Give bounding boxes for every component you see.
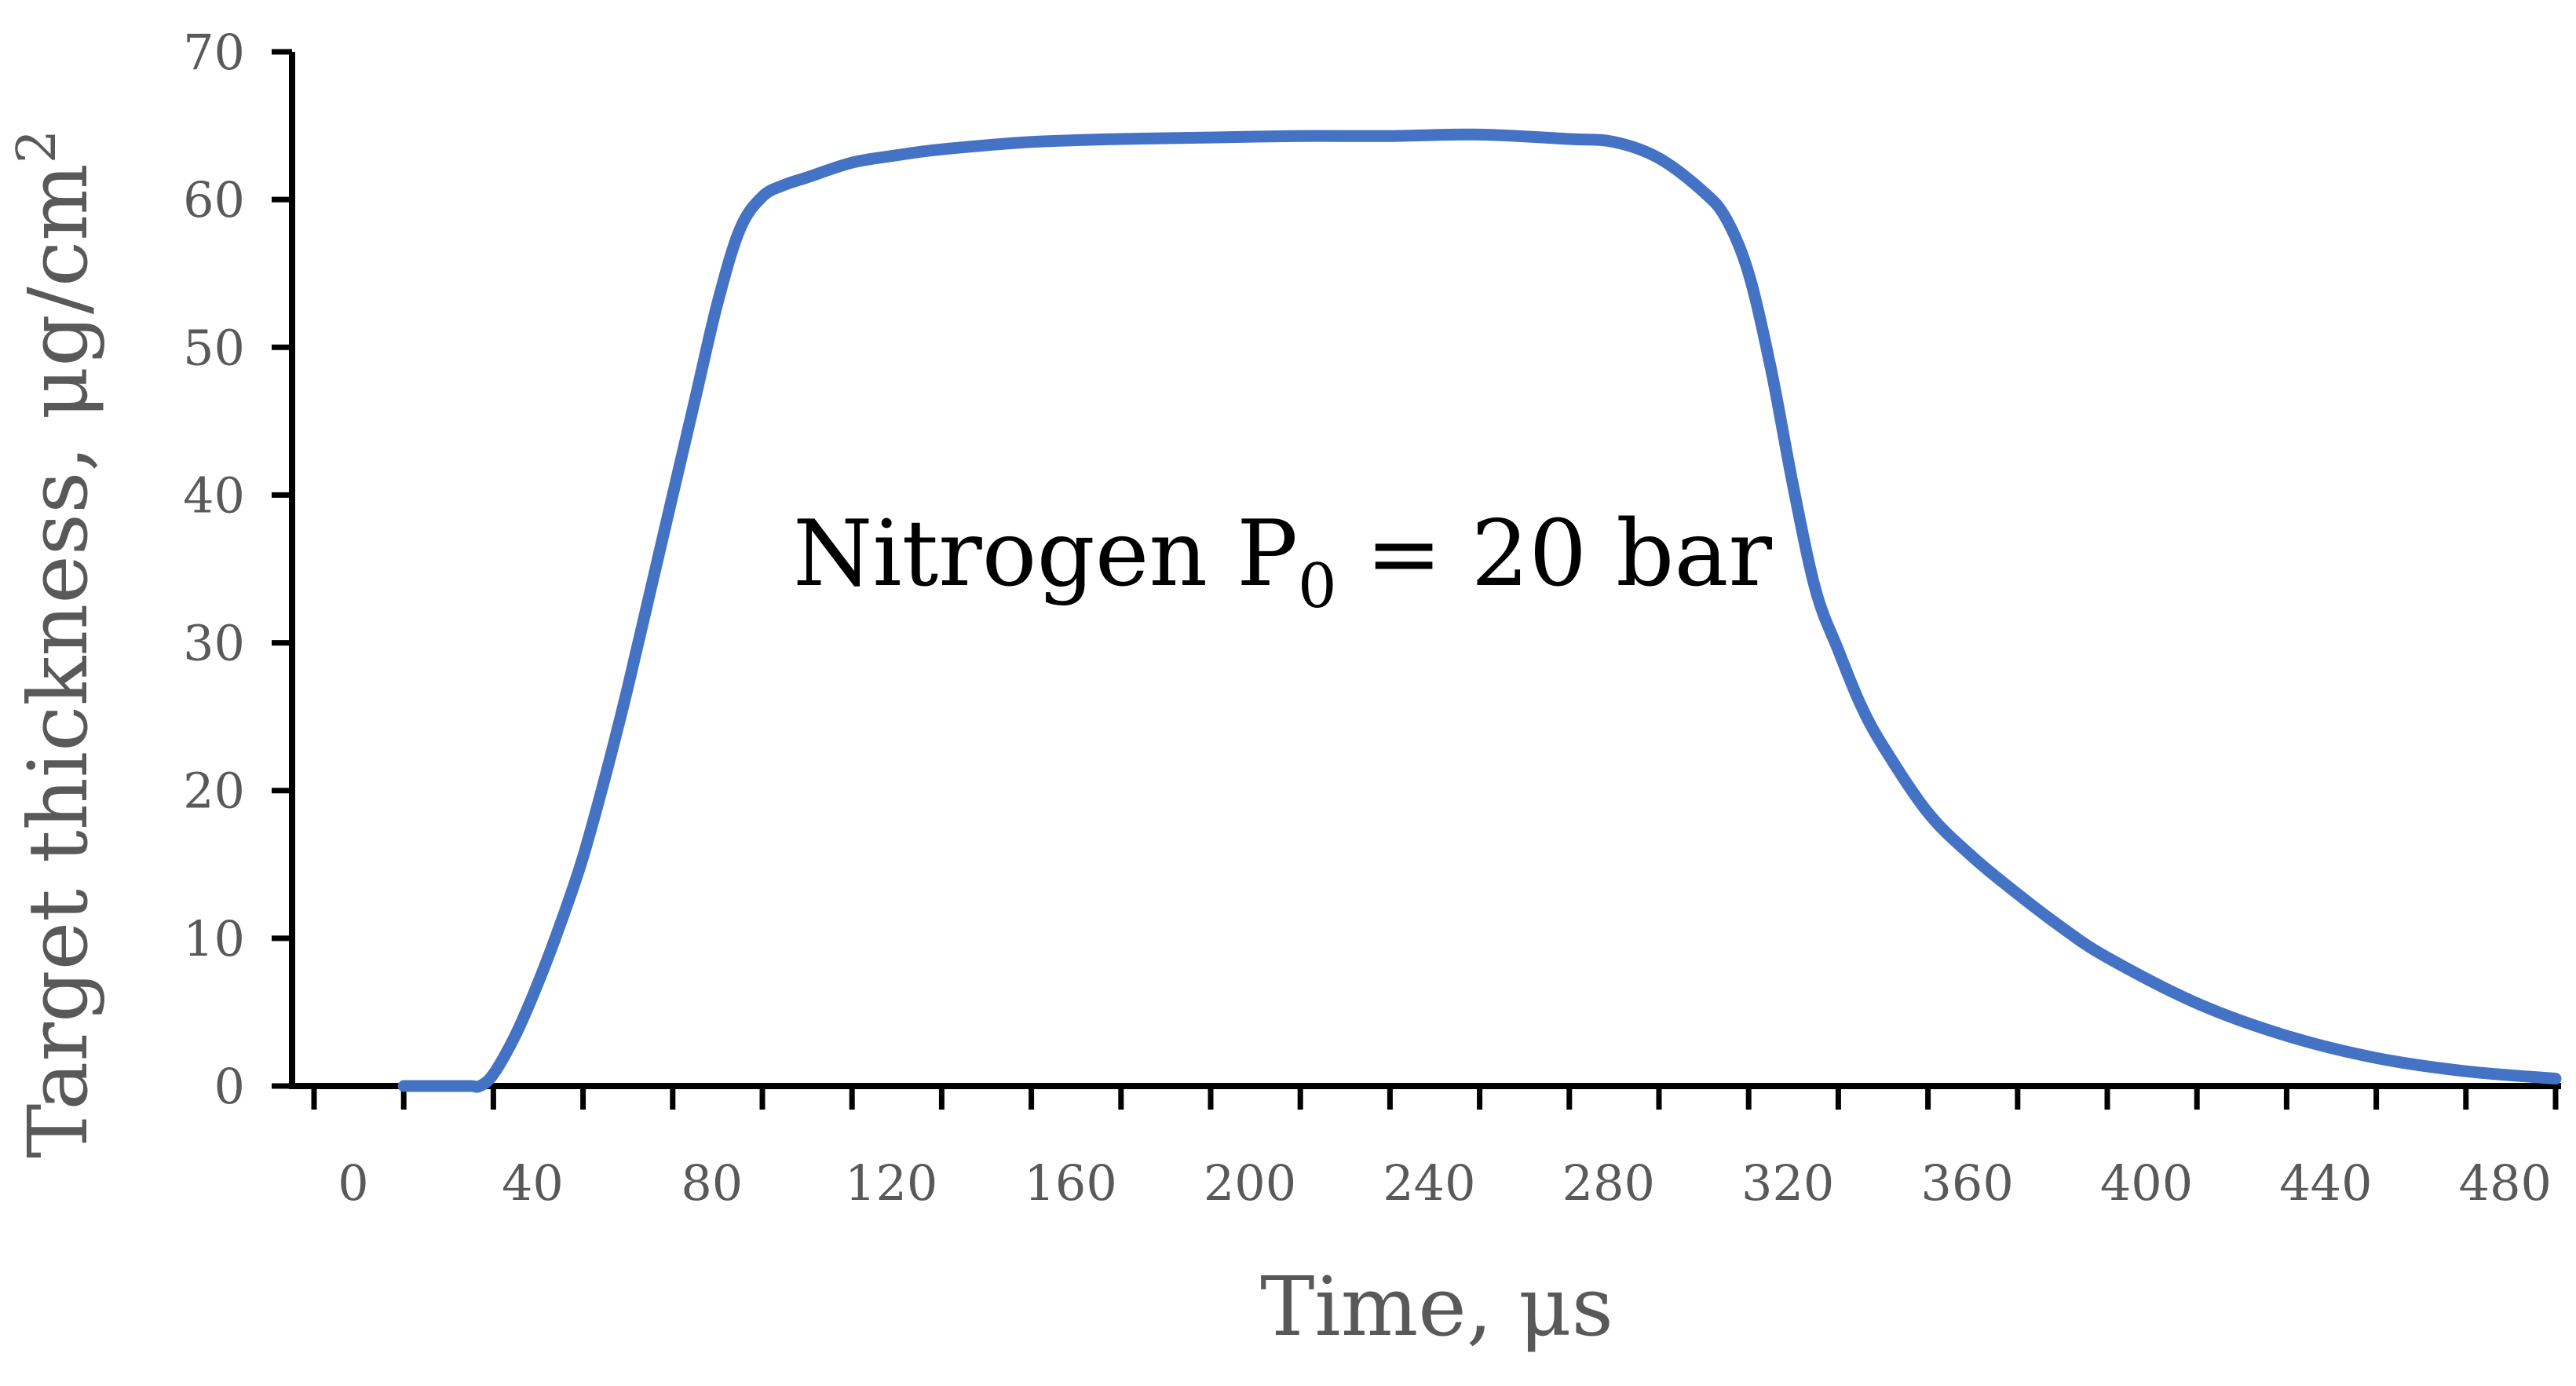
x-tick-label: 160 <box>1024 1154 1116 1212</box>
x-tick-label: 80 <box>681 1154 743 1212</box>
x-tick-label: 40 <box>502 1154 564 1212</box>
x-axis-title: Time, μs <box>1260 1259 1613 1355</box>
y-tick-label: 60 <box>183 171 245 229</box>
x-tick-label: 200 <box>1204 1154 1296 1212</box>
y-tick-label: 70 <box>183 24 245 81</box>
y-tick-label: 50 <box>183 319 245 376</box>
x-tick-label: 240 <box>1383 1154 1475 1212</box>
x-tick-label: 320 <box>1741 1154 1834 1212</box>
x-tick-label: 360 <box>1920 1154 2013 1212</box>
y-tick-label: 30 <box>183 615 245 672</box>
annotation-main: Nitrogen P <box>793 501 1298 607</box>
x-axis-tick-labels: 0 40 80 120 160 200 240 280 320 360 400 440 480 <box>338 1154 2552 1212</box>
annotation-subscript: 0 <box>1298 551 1337 622</box>
x-tick-label: 400 <box>2100 1154 2193 1212</box>
x-tick-label: 280 <box>1562 1154 1655 1212</box>
y-axis-tick-labels: 0 10 20 30 40 50 60 70 <box>183 24 245 1115</box>
y-axis-title: Target thickness, μg/cm2 <box>6 130 106 1158</box>
y-axis-title-superscript: 2 <box>6 130 68 163</box>
x-tick-label: 440 <box>2279 1154 2372 1212</box>
x-tick-label: 120 <box>845 1154 937 1212</box>
y-tick-label: 20 <box>183 762 245 820</box>
x-tick-label: 480 <box>2459 1154 2552 1212</box>
y-tick-label: 10 <box>183 910 245 967</box>
y-tick-label: 40 <box>183 466 245 524</box>
y-axis-ticks <box>272 49 292 1089</box>
annotation-label: Nitrogen P0 = 20 bar <box>793 501 1773 622</box>
series-line <box>397 128 2562 1093</box>
y-axis-title-main: Target thickness, μg/cm <box>10 163 106 1158</box>
x-axis-ticks <box>311 1086 2559 1110</box>
annotation-tail: = 20 bar <box>1337 501 1773 607</box>
y-tick-label: 0 <box>214 1058 245 1115</box>
x-tick-label: 0 <box>338 1154 368 1212</box>
